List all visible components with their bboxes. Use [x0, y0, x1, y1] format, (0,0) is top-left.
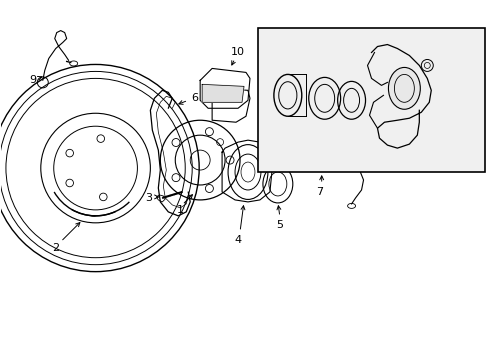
Ellipse shape	[387, 67, 420, 109]
Polygon shape	[212, 88, 249, 122]
Text: 7: 7	[316, 187, 323, 197]
Polygon shape	[202, 84, 244, 102]
Text: 4: 4	[234, 235, 241, 245]
Text: 9: 9	[29, 75, 36, 85]
Text: 10: 10	[230, 48, 244, 58]
Text: 5: 5	[276, 220, 283, 230]
Polygon shape	[200, 68, 249, 108]
Text: 2: 2	[52, 243, 59, 253]
Text: 8: 8	[384, 163, 391, 173]
Text: 1: 1	[176, 205, 183, 215]
Bar	[258, 28, 484, 172]
Text: 3: 3	[145, 193, 152, 203]
Text: 6: 6	[191, 93, 198, 103]
